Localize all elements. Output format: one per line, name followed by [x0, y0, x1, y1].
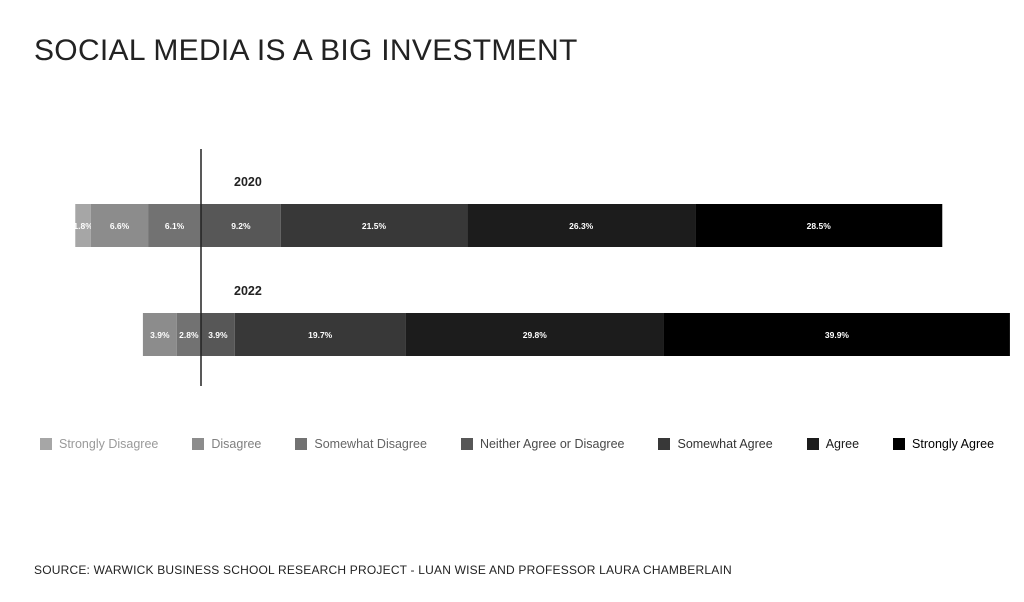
- legend-item-neither-agree-or-disagree: Neither Agree or Disagree: [460, 437, 625, 451]
- legend-item-agree: Agree: [806, 437, 860, 451]
- legend-swatch: [40, 438, 52, 450]
- legend-item-disagree: Disagree: [192, 437, 261, 451]
- legend-swatch: [893, 438, 906, 450]
- legend-swatch: [460, 438, 473, 450]
- legend-item-strongly-disagree: Strongly Disagree: [40, 437, 158, 451]
- bar-segment-somewhat-disagree-2020: [148, 204, 201, 247]
- bar-segment-strongly-agree-2022: [663, 313, 1010, 356]
- stacked-bar-chart: 2020 1.8% 6.6% 6.1% 9.2% 21.5% 26.3% 28.5% 2022 3…: [73, 149, 1010, 386]
- data-label: 6.1%: [165, 221, 185, 231]
- legend-swatch: [295, 438, 308, 450]
- legend-label: Somewhat Disagree: [314, 437, 427, 451]
- bar-segment-strongly-agree-2020: [695, 204, 943, 247]
- legend-label: Neither Agree or Disagree: [479, 437, 625, 451]
- legend-swatch: [192, 438, 205, 450]
- data-label: 6.6%: [110, 221, 130, 231]
- legend-swatch: [806, 438, 819, 450]
- bar-segment-somewhat-disagree-2022: [176, 313, 201, 356]
- legend-label: Somewhat Agree: [677, 437, 773, 451]
- data-label: 26.3%: [569, 221, 594, 231]
- source-note: SOURCE: WARWICK BUSINESS SCHOOL RESEARCH…: [34, 563, 732, 577]
- legend-item-somewhat-disagree: Somewhat Disagree: [295, 437, 427, 451]
- chart-title: SOCIAL MEDIA IS A BIG INVESTMENT: [34, 34, 578, 67]
- legend-label: Strongly Disagree: [59, 437, 159, 451]
- bar-segment-agree-2022: [405, 313, 664, 356]
- data-label: 21.5%: [362, 221, 387, 231]
- data-label: 3.9%: [208, 330, 228, 340]
- data-label: 3.9%: [150, 330, 170, 340]
- bar-segment-neither-agree-or-disagree-2022: [201, 313, 235, 356]
- data-label: 9.2%: [231, 221, 251, 231]
- bar-segment-somewhat-agree-2020: [280, 204, 468, 247]
- data-label: 19.7%: [308, 330, 333, 340]
- legend-label: Agree: [825, 437, 860, 451]
- data-label: 39.9%: [825, 330, 850, 340]
- bar-segment-neither-agree-or-disagree-2020: [201, 204, 281, 247]
- bar-segment-somewhat-agree-2022: [234, 313, 406, 356]
- chart-legend: Strongly Disagree Disagree Somewhat Disagr…: [40, 437, 994, 451]
- bar-segment-strongly-disagree-2020: [75, 204, 91, 247]
- legend-label: Disagree: [211, 437, 262, 451]
- year-label: 2020: [234, 175, 262, 189]
- data-label: 1.8%: [73, 221, 93, 231]
- data-label: 2.8%: [179, 330, 199, 340]
- legend-label: Strongly Agree: [912, 437, 995, 451]
- legend-item-strongly-agree: Strongly Agree: [893, 437, 994, 451]
- bar-segment-disagree-2020: [90, 204, 149, 247]
- bar-segment-agree-2020: [467, 204, 696, 247]
- year-label: 2022: [234, 284, 262, 298]
- data-label: 28.5%: [807, 221, 832, 231]
- legend-swatch: [658, 438, 671, 450]
- bar-segment-disagree-2022: [142, 313, 177, 356]
- data-label: 29.8%: [523, 330, 548, 340]
- legend-item-somewhat-agree: Somewhat Agree: [658, 437, 773, 451]
